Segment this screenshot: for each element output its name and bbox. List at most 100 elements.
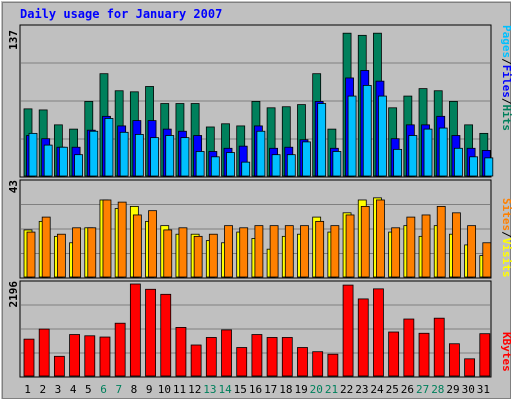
sites-bar [467,225,477,278]
sites-bar [284,225,294,278]
x-tick-label: 13 [203,383,216,396]
pages-bar [469,156,479,177]
sites-bar [178,227,188,278]
kbytes-bar [357,298,369,377]
sites-bar [391,227,401,278]
kbytes-bar [23,338,35,377]
kbytes-bar [312,351,324,377]
pages-bar [454,147,463,177]
x-tick-label: 16 [249,383,262,396]
sites-bar [56,233,66,278]
x-tick-label: 8 [131,383,138,396]
x-tick-label: 6 [100,383,107,396]
legend-hits: Hits [500,105,512,132]
kbytes-bar [281,337,293,377]
pages-bar [438,127,448,177]
sites-bar [41,216,51,278]
x-tick-label: 23 [355,383,368,396]
pages-bar [58,146,68,177]
pages-bar [28,132,38,177]
kbytes-bar [145,288,156,377]
x-axis-labels: 1 2 3 4 5 6 7 8 9 10 11 12 13 14 15 16 17 18 19 20 21 22 23 24 2… [24,383,490,396]
panel-bars [21,197,492,278]
sites-bar [148,210,157,278]
pages-bar [210,156,220,177]
kbytes-bar [160,293,172,377]
pages-bar [484,157,494,177]
legend-files: Files [500,65,512,98]
chart-title: Daily usage for January 2007 [20,7,222,21]
pages-bar [271,154,281,177]
x-tick-label: 18 [279,383,292,396]
kbytes-bar [84,335,96,377]
hits-files-pages-panel: 137 Pages/Files/Hits [7,24,512,178]
sites-bar [224,225,233,278]
legend-sep: / [500,58,512,65]
kbytes-bar [190,344,202,377]
x-tick-label: 25 [386,383,399,396]
x-tick-label: 4 [70,383,77,396]
kbytes-bar [403,318,415,377]
sites-bar [193,235,203,278]
x-tick-label: 20 [310,383,323,396]
pages-bar [256,130,266,177]
pages-bar [134,134,144,177]
legend-sep: / [500,98,512,105]
kbytes-bar [251,334,263,377]
pages-bar [423,128,433,177]
x-tick-label: 3 [55,383,62,396]
panel-ymax-label: 43 [7,180,20,193]
sites-bar [482,242,492,278]
pages-bar [393,148,403,177]
panel-legend: Sites/Visits [500,198,512,278]
sites-bar [452,212,461,278]
legend-sites: Sites [500,198,512,231]
pages-bar [241,161,251,177]
sites-bar [72,227,81,278]
kbytes-bar [99,336,111,377]
x-tick-label: 28 [431,383,444,396]
kbytes-bar [69,334,80,377]
pages-bar [408,135,418,177]
sites-bar [239,227,249,278]
kbytes-bar [388,331,400,377]
pages-bar [362,85,372,177]
legend-visits: Visits [500,238,512,278]
panel-ymax-label: 2196 [7,281,20,308]
pages-bar [119,131,129,177]
sites-bar [269,225,279,278]
x-tick-label: 9 [146,383,153,396]
sites-bar [208,233,218,278]
sites-bar [132,214,142,278]
x-tick-label: 1 [24,383,31,396]
x-tick-label: 15 [234,383,247,396]
panel-ymax-label: 137 [7,30,20,50]
panel-bars [21,32,494,177]
x-tick-label: 19 [294,383,307,396]
sites-visits-panel: 43 Sites/Visits [7,179,512,279]
panel-legend: Pages/Files/Hits [500,25,512,131]
x-tick-label: 22 [340,383,353,396]
kbytes-bar [53,355,65,377]
pages-bar [347,95,357,177]
panel-legend: KBytes [500,332,512,372]
kbytes-bar [236,347,248,377]
kbytes-bar [266,337,278,377]
sites-bar [345,214,355,278]
pages-bar [378,95,387,177]
x-tick-label: 21 [325,383,338,396]
kbytes-bar [342,284,354,377]
sites-bar [254,225,264,278]
x-tick-label: 31 [477,383,490,396]
sites-bar [102,199,112,278]
kbytes-bar [327,353,339,377]
x-tick-label: 30 [462,383,475,396]
kbytes-bar [433,317,445,377]
pages-bar [226,152,235,177]
panel-bars [21,283,491,377]
kbytes-bar [297,347,308,377]
sites-bar [376,199,385,278]
kbytes-panel: 2196 KBytes [7,280,512,378]
